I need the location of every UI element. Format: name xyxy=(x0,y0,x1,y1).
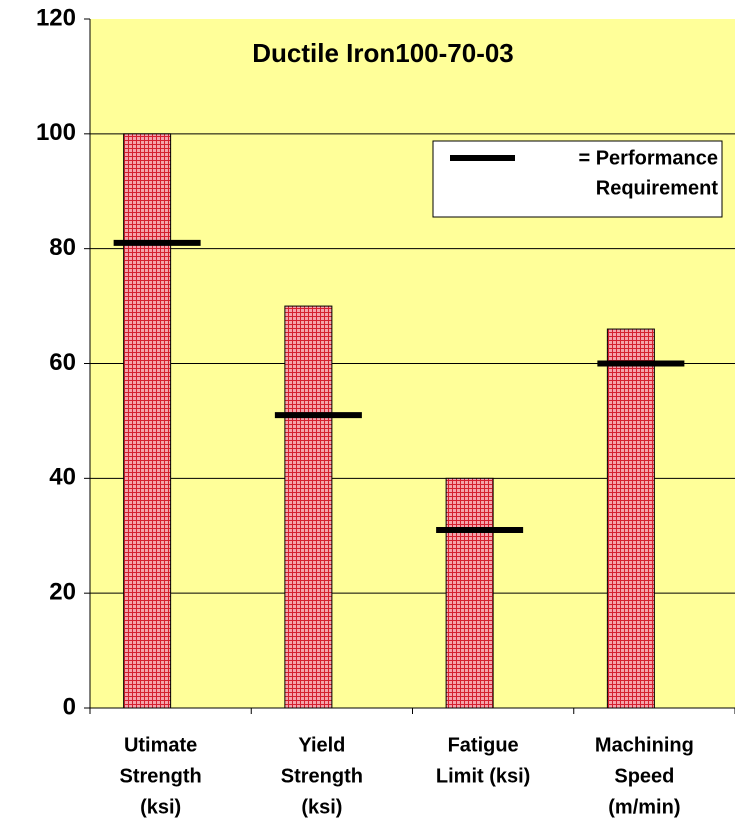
bar xyxy=(284,305,333,709)
x-tick-label: Strength xyxy=(120,765,202,787)
bar xyxy=(606,328,655,709)
x-tick-label: Utimate xyxy=(124,734,197,756)
y-tick-label: 0 xyxy=(63,693,76,720)
bar xyxy=(123,133,172,709)
bar xyxy=(445,477,494,709)
x-tick-label: (ksi) xyxy=(140,796,181,818)
x-tick-label: (m/min) xyxy=(608,796,680,818)
x-tick-label: Machining xyxy=(595,734,694,756)
y-tick-label: 40 xyxy=(49,464,76,491)
x-tick-label: Speed xyxy=(614,765,674,787)
y-tick-label: 20 xyxy=(49,579,76,606)
x-tick-label: Yield xyxy=(298,734,345,756)
legend-label: Requirement xyxy=(596,177,719,199)
y-tick-label: 60 xyxy=(49,349,76,376)
y-tick-label: 100 xyxy=(36,119,76,146)
y-tick-label: 120 xyxy=(36,4,76,31)
x-tick-label: (ksi) xyxy=(301,796,342,818)
x-tick-label: Fatigue xyxy=(448,734,519,756)
y-tick-label: 80 xyxy=(49,234,76,261)
x-tick-label: Limit (ksi) xyxy=(436,765,530,787)
x-tick-label: Strength xyxy=(281,765,363,787)
legend-box xyxy=(432,140,723,218)
chart-title: Ductile Iron100-70-03 xyxy=(252,38,514,68)
legend-label: = Performance xyxy=(578,147,718,169)
